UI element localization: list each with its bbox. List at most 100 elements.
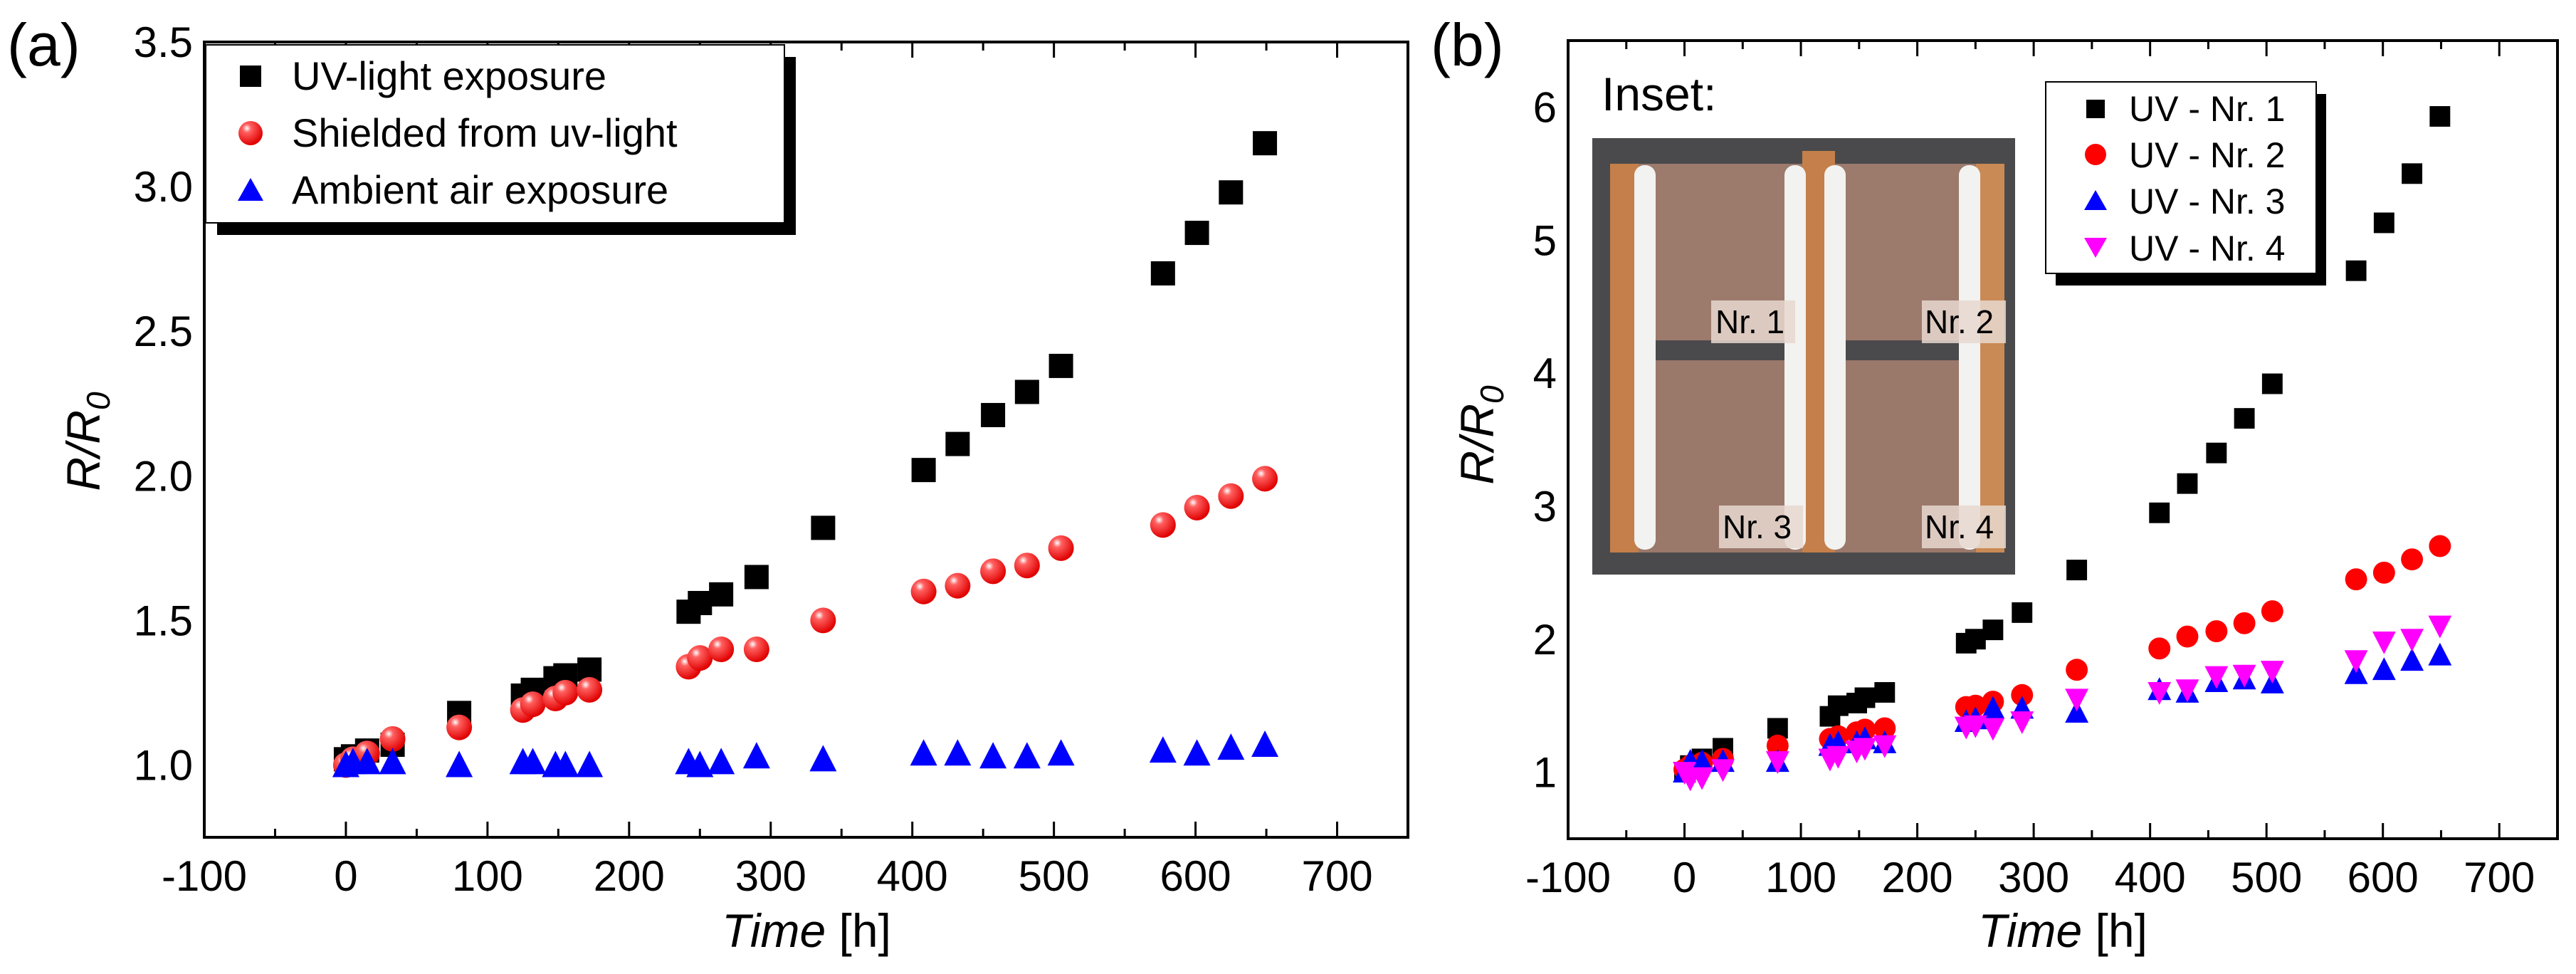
x-tick-label: 400 <box>2115 854 2186 901</box>
data-point-sphere <box>1048 535 1074 561</box>
legend-marker-sphere <box>238 121 263 145</box>
data-point-square <box>688 590 713 615</box>
data-point-square <box>2429 106 2451 127</box>
data-point-triangle-down <box>1963 715 1987 738</box>
legend-label: UV - Nr. 4 <box>2129 229 2285 268</box>
inset-photo: Inset: Nr. 1 Nr. 2 Nr. 3 Nr. 4 <box>1592 68 2015 575</box>
legend-box <box>205 44 785 224</box>
panel-a-label: (a) <box>7 11 80 78</box>
data-point-sphere <box>1252 466 1278 492</box>
y-tick-label: 2 <box>1533 616 1557 664</box>
data-point-square <box>744 565 769 590</box>
data-point-sphere <box>1184 494 1210 520</box>
legend-marker-square <box>2086 100 2105 118</box>
data-point-triangle-up <box>446 750 473 777</box>
x-tick-label: 100 <box>1765 854 1836 901</box>
data-point-triangle-up <box>576 750 604 777</box>
data-point-square <box>2149 502 2170 523</box>
panel-a: (a) -100 0 100 200 300 400 500 600 700 1.0 1.5 2.0 2… <box>7 11 1409 957</box>
silver-paste <box>1824 165 1846 550</box>
data-point-triangle-up <box>2428 642 2452 666</box>
data-point-triangle-down <box>1690 767 1714 790</box>
data-point-square <box>981 402 1006 427</box>
data-point-square <box>811 515 836 540</box>
legend-label: UV - Nr. 3 <box>2129 182 2285 221</box>
data-point-circle <box>2345 568 2367 591</box>
data-point-triangle-down <box>2344 650 2368 674</box>
legend-marker-triangle-down <box>2084 238 2107 258</box>
data-point-triangle-down <box>2204 666 2229 689</box>
data-point-sphere <box>1150 512 1176 538</box>
data-point-triangle-up <box>379 748 406 775</box>
data-point-sphere <box>552 679 579 706</box>
copper-electrode <box>1610 164 1639 553</box>
data-point-triangle-down <box>1711 759 1735 782</box>
data-point-circle <box>2401 548 2424 571</box>
silver-paste <box>1634 165 1656 550</box>
x-tick-label: 400 <box>877 852 948 900</box>
y-tick-label: 1.0 <box>134 741 193 789</box>
legend-label: UV - Nr. 1 <box>2129 89 2285 129</box>
data-point-triangle-up <box>944 739 972 766</box>
data-point-circle <box>1766 734 1789 757</box>
data-point-triangle-up <box>1183 739 1211 766</box>
legend-label: UV - Nr. 2 <box>2129 135 2285 175</box>
y-tick-label: 3.5 <box>134 19 193 66</box>
legend-label: Shielded from uv-light <box>292 110 678 155</box>
data-point-sphere <box>379 726 406 752</box>
data-point-triangle-up <box>1251 730 1279 758</box>
data-point-square <box>1854 687 1876 708</box>
plot-frame-a <box>203 41 1409 839</box>
data-point-sphere <box>945 572 971 599</box>
y-tick-label: 2.5 <box>134 308 193 355</box>
data-point-square <box>1827 695 1849 716</box>
x-tick-label: 100 <box>452 852 523 900</box>
data-point-square <box>1965 629 1986 650</box>
data-point-triangle-down <box>2065 688 2089 712</box>
data-point-triangle-down <box>2010 711 2034 735</box>
data-point-square <box>2206 442 2227 464</box>
data-point-triangle-up <box>708 748 735 775</box>
inset-label-nr3: Nr. 3 <box>1723 508 1792 545</box>
data-point-square <box>1219 180 1244 205</box>
data-point-triangle-up <box>1690 749 1714 773</box>
data-point-triangle-down <box>1765 751 1789 775</box>
x-tick-label: 200 <box>1882 854 1953 901</box>
data-point-triangle-up <box>552 750 579 777</box>
data-point-triangle-down <box>2260 661 2284 684</box>
data-point-sphere <box>446 714 473 740</box>
y-tick-label: 3.0 <box>134 163 193 211</box>
data-point-triangle-up <box>519 748 547 775</box>
data-point-square <box>1253 131 1278 156</box>
x-tick-label: -100 <box>1525 854 1611 901</box>
x-tick-label: -100 <box>162 852 247 900</box>
legend-a: UV-light exposure Shielded from uv-light… <box>205 44 796 235</box>
data-point-circle <box>2429 535 2451 557</box>
data-point-square <box>945 431 970 456</box>
data-point-sphere <box>980 558 1006 585</box>
data-point-square <box>1048 353 1073 378</box>
data-point-square <box>2373 212 2394 234</box>
data-point-circle <box>2233 612 2256 634</box>
data-point-sphere <box>577 676 603 703</box>
data-point-sphere <box>687 645 713 671</box>
copper-electrode <box>1976 164 2004 553</box>
y-tick-label: 4 <box>1533 350 1557 397</box>
data-point-sphere <box>1014 553 1040 579</box>
series-ambient-air-exposure <box>332 730 1279 777</box>
data-point-triangle-up <box>1013 742 1041 769</box>
x-tick-label: 300 <box>735 852 806 900</box>
inset-title: Inset: <box>1602 68 1716 120</box>
y-axis-title-a: R/R0 <box>57 392 117 491</box>
x-tick-label: 700 <box>1301 852 1372 900</box>
x-tick-label: 0 <box>334 852 357 900</box>
data-point-square <box>2066 560 2088 581</box>
data-point-square <box>2345 260 2367 281</box>
x-tick-label: 300 <box>1998 854 2069 901</box>
data-point-triangle-up <box>686 750 714 777</box>
data-point-triangle-down <box>1853 738 1877 761</box>
data-point-circle <box>2205 620 2228 642</box>
x-tick-label: 500 <box>1019 852 1090 900</box>
data-point-circle <box>1964 694 1987 717</box>
data-point-circle <box>2176 625 2199 648</box>
